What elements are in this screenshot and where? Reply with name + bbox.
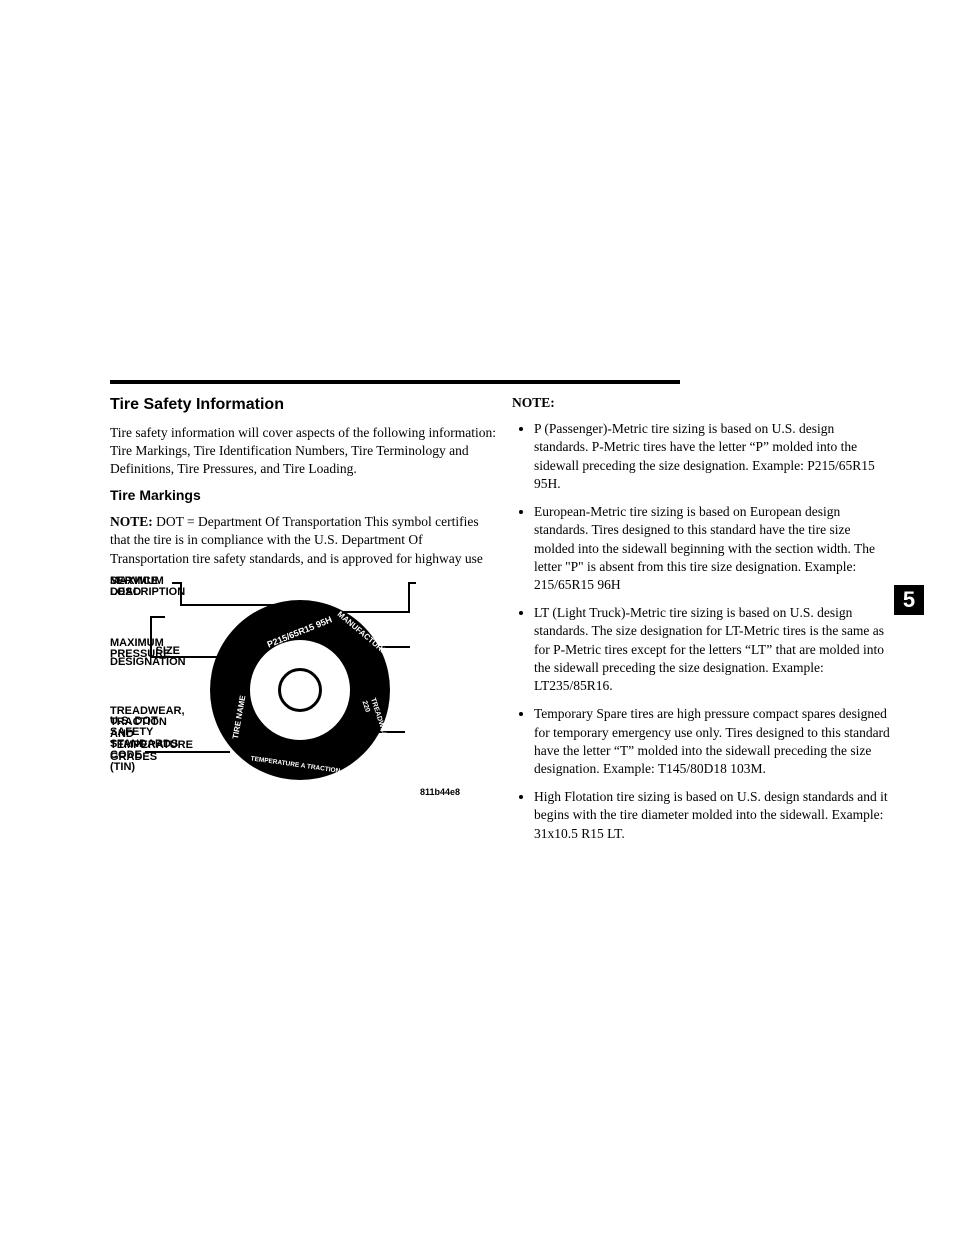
bullet-item: P (Passenger)-Metric tire sizing is base…: [534, 420, 890, 493]
bullet-item: LT (Light Truck)-Metric tire sizing is b…: [534, 604, 890, 695]
column-layout: Tire Safety Information Tire safety info…: [110, 394, 890, 853]
tire-diagram: SERVICEDESCRIPTION SIZEDESIGNATION U.S. …: [110, 576, 510, 806]
note-label-right: NOTE:: [512, 394, 890, 412]
bullet-item: Temporary Spare tires are high pressure …: [534, 705, 890, 778]
note-text: DOT = Department Of Transportation This …: [110, 514, 483, 565]
right-column: NOTE: P (Passenger)-Metric tire sizing i…: [512, 394, 890, 853]
intro-text: Tire safety information will cover aspec…: [110, 424, 500, 479]
header-rule: [110, 380, 680, 384]
tire-illustration: P215/65R15 95H MANUFACTURER TIRE NAME TR…: [210, 600, 390, 780]
diagram-code: 811b44e8: [420, 786, 460, 798]
note-block: NOTE: DOT = Department Of Transportation…: [110, 513, 500, 568]
sub-title: Tire Markings: [110, 486, 500, 505]
section-tab: 5: [894, 585, 924, 615]
bullet-list: P (Passenger)-Metric tire sizing is base…: [512, 420, 890, 843]
page-content: Tire Safety Information Tire safety info…: [110, 380, 890, 853]
section-title: Tire Safety Information: [110, 394, 500, 416]
label-grades: TREADWEAR,TRACTIONANDTEMPERATUREGRADES: [110, 706, 220, 764]
bullet-item: High Flotation tire sizing is based on U…: [534, 788, 890, 843]
label-max-load: MAXIMUMLOAD: [110, 576, 200, 599]
left-column: Tire Safety Information Tire safety info…: [110, 394, 500, 853]
bullet-item: European-Metric tire sizing is based on …: [534, 503, 890, 594]
note-label: NOTE:: [110, 514, 153, 529]
